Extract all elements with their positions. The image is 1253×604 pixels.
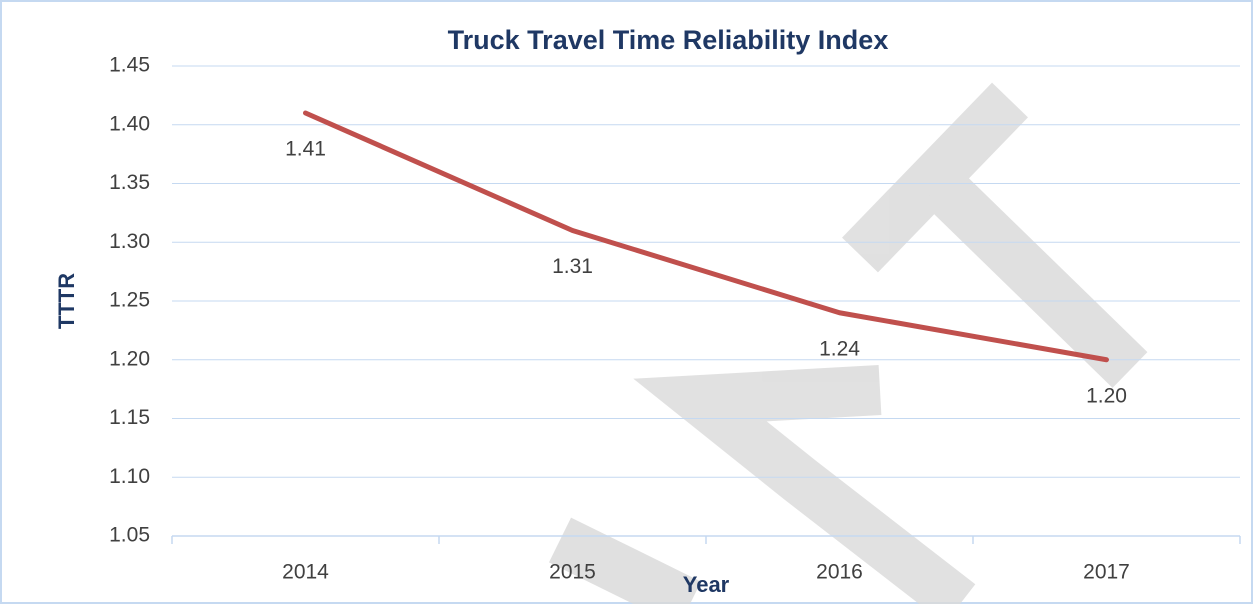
data-label: 1.41	[285, 138, 326, 161]
y-tick-label: 1.40	[109, 112, 150, 135]
y-tick-label: 1.05	[109, 524, 150, 547]
watermark-stroke	[922, 167, 1148, 388]
x-axis-label: Year	[683, 572, 730, 597]
y-tick-label: 1.10	[109, 465, 150, 488]
watermark-stroke	[633, 365, 976, 604]
data-label: 1.31	[552, 255, 593, 278]
watermark-stroke	[842, 82, 1028, 273]
y-tick-label: 1.15	[109, 406, 150, 429]
chart-title: Truck Travel Time Reliability Index	[448, 25, 889, 55]
watermark	[548, 82, 1148, 604]
watermark-stroke	[548, 517, 702, 604]
x-tick-label: 2014	[282, 561, 329, 584]
data-line	[303, 110, 1109, 363]
x-tick-label: 2016	[816, 561, 863, 584]
y-tick-label: 1.20	[109, 347, 150, 370]
data-label: 1.24	[819, 337, 860, 360]
data-label: 1.20	[1086, 384, 1127, 407]
y-tick-label: 1.25	[109, 289, 150, 312]
y-tick-label: 1.45	[109, 54, 150, 77]
y-axis-label: TTTR	[54, 273, 79, 329]
x-tick-label: 2015	[549, 561, 596, 584]
y-tick-label: 1.30	[109, 230, 150, 253]
y-tick-label: 1.35	[109, 171, 150, 194]
x-tick-label: 2017	[1083, 561, 1130, 584]
